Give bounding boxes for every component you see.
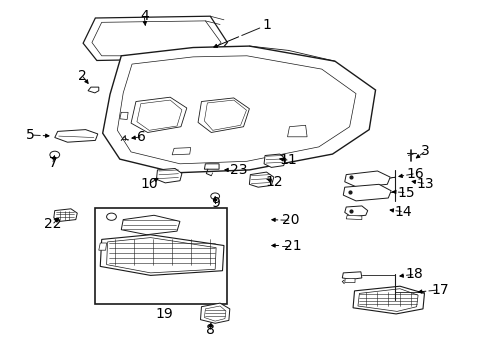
- Polygon shape: [102, 46, 375, 173]
- Text: 8: 8: [205, 324, 214, 337]
- Polygon shape: [83, 16, 227, 60]
- Text: 19: 19: [155, 307, 172, 321]
- Polygon shape: [264, 154, 285, 167]
- Polygon shape: [287, 125, 306, 137]
- Polygon shape: [249, 172, 273, 187]
- Polygon shape: [88, 87, 99, 93]
- Text: 21: 21: [283, 239, 301, 252]
- Polygon shape: [120, 112, 128, 120]
- Polygon shape: [344, 279, 354, 283]
- Circle shape: [106, 213, 116, 220]
- Polygon shape: [55, 130, 98, 142]
- Polygon shape: [100, 235, 224, 275]
- Text: 3: 3: [420, 144, 429, 158]
- Text: 6: 6: [137, 130, 146, 144]
- Text: 11: 11: [279, 153, 297, 167]
- Polygon shape: [344, 171, 389, 187]
- Text: 7: 7: [48, 156, 57, 170]
- Text: 23: 23: [229, 163, 247, 177]
- Text: 14: 14: [394, 205, 411, 219]
- Bar: [95, 208, 227, 304]
- Polygon shape: [121, 215, 180, 235]
- Text: 4: 4: [140, 9, 148, 23]
- Text: 22: 22: [44, 217, 61, 231]
- Text: 12: 12: [264, 175, 282, 189]
- Polygon shape: [343, 184, 390, 201]
- Text: 10: 10: [140, 177, 158, 190]
- Polygon shape: [54, 209, 77, 221]
- Polygon shape: [352, 286, 424, 314]
- Text: 16: 16: [406, 167, 424, 180]
- Polygon shape: [344, 206, 367, 217]
- Polygon shape: [156, 168, 182, 183]
- Polygon shape: [204, 164, 219, 169]
- Text: 13: 13: [416, 177, 433, 190]
- Text: 15: 15: [396, 186, 414, 199]
- Circle shape: [50, 151, 60, 158]
- Text: 18: 18: [405, 267, 423, 281]
- Text: 2: 2: [78, 69, 86, 82]
- Text: 20: 20: [282, 213, 299, 227]
- Text: 17: 17: [430, 283, 448, 297]
- Polygon shape: [200, 303, 229, 323]
- Polygon shape: [346, 215, 361, 220]
- Text: 5: 5: [26, 128, 35, 142]
- Circle shape: [210, 193, 219, 199]
- Polygon shape: [342, 272, 361, 279]
- Polygon shape: [99, 243, 106, 250]
- Text: 9: 9: [210, 197, 219, 210]
- Polygon shape: [172, 148, 190, 155]
- Text: 1: 1: [262, 18, 270, 32]
